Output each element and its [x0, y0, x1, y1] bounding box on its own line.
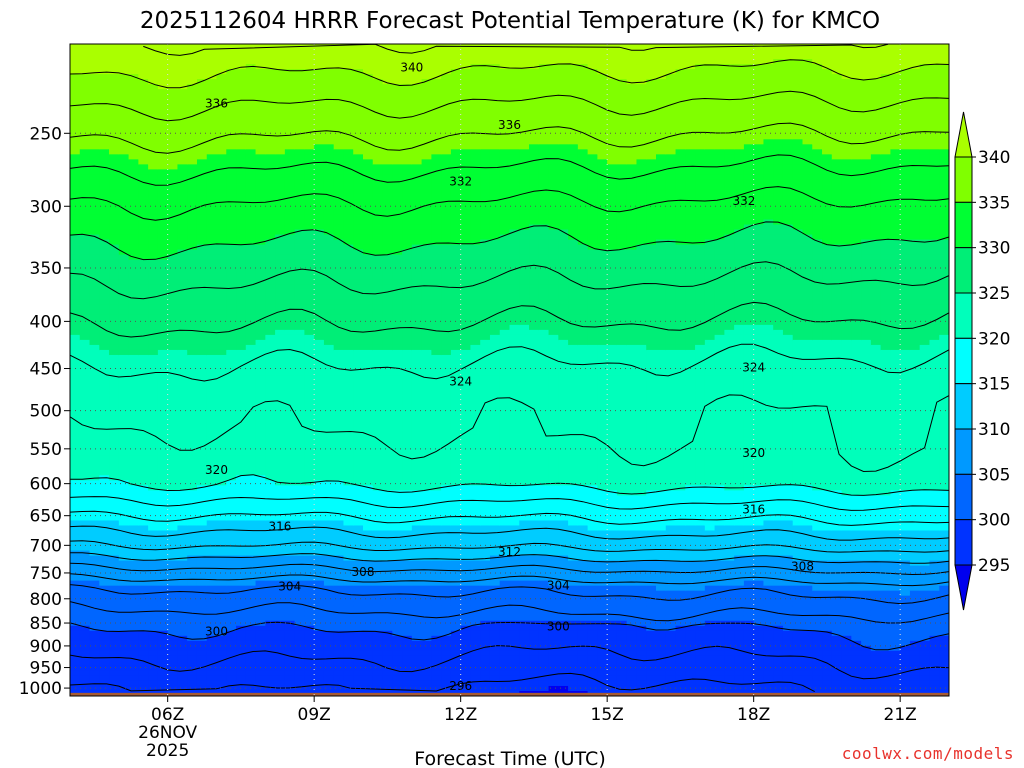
y-tick-label: 400 — [30, 312, 62, 332]
contour-label: 340 — [400, 60, 423, 74]
x-tick-sublabel: 2025 — [146, 741, 189, 761]
colorbar-label: 315 — [978, 375, 1010, 395]
colorbar-label: 325 — [978, 284, 1010, 304]
y-tick-label: 550 — [30, 440, 62, 460]
contour-label: 324 — [449, 375, 472, 389]
y-tick-label: 1000 — [19, 679, 62, 699]
colorbar-segment — [954, 337, 973, 385]
contour-label: 336 — [498, 118, 521, 132]
x-tick-sublabel: 26NOV — [138, 723, 197, 743]
x-tick-label: 21Z — [884, 705, 917, 725]
x-tick-label: 06Z — [151, 705, 184, 725]
y-tick-label: 650 — [30, 507, 62, 527]
plot-frame — [69, 43, 950, 697]
y-tick-label: 500 — [30, 402, 62, 422]
contour-label: 316 — [742, 502, 765, 516]
contour-label: 336 — [205, 96, 228, 110]
temperature-bands — [70, 44, 949, 696]
y-tick-label: 600 — [30, 475, 62, 495]
y-tick-label: 900 — [30, 637, 62, 657]
contour-label: 300 — [547, 619, 570, 633]
contour-label: 316 — [269, 520, 292, 534]
colorbar-top-arrow — [954, 111, 973, 158]
colorbar-segment — [954, 201, 973, 249]
colorbar-bottom-arrow — [954, 564, 973, 611]
colorbar-label: 305 — [978, 465, 1010, 485]
colorbar-label: 295 — [978, 556, 1010, 576]
contour-label: 320 — [205, 463, 228, 477]
x-tick-label: 15Z — [591, 705, 624, 725]
contour-label: 332 — [449, 174, 472, 188]
colorbar-segment — [954, 428, 973, 475]
contour-label: 300 — [205, 624, 228, 638]
chart-title: 2025112604 HRRR Forecast Potential Tempe… — [140, 8, 880, 34]
colorbar: 340 335 330 325 320 315 310 305 300 295 — [954, 111, 1010, 611]
x-tick-label: 12Z — [444, 705, 477, 725]
contour-label: 308 — [352, 565, 375, 579]
contour-label: 332 — [732, 194, 755, 208]
y-tick-label: 850 — [30, 614, 62, 634]
y-tick-label: 450 — [30, 360, 62, 380]
x-axis-label: Forecast Time (UTC) — [414, 748, 605, 768]
colorbar-segment — [954, 473, 973, 521]
contour-label: 304 — [278, 580, 301, 594]
ground-layer — [70, 692, 949, 696]
contour-label: 312 — [498, 545, 521, 559]
y-tick-label: 700 — [30, 536, 62, 556]
contour-labels: 340 336 336 332 332 324 324 320 320 316 316 312 308 3… — [205, 60, 814, 693]
y-tick-label: 300 — [30, 197, 62, 217]
y-tick-label: 350 — [30, 259, 62, 279]
colorbar-segment — [954, 156, 973, 203]
contour-label: 308 — [791, 559, 814, 573]
contour-label: 324 — [742, 361, 765, 375]
colorbar-segment — [954, 292, 973, 339]
y-tick-label: 950 — [30, 659, 62, 679]
colorbar-segment — [954, 247, 973, 294]
colorbar-label: 300 — [978, 511, 1010, 531]
x-tick-label: 09Z — [298, 705, 331, 725]
colorbar-label: 340 — [978, 148, 1010, 168]
contour-label: 296 — [449, 679, 472, 693]
y-tick-label: 800 — [30, 590, 62, 610]
contour-label: 320 — [742, 446, 765, 460]
x-tick-label: 18Z — [737, 705, 770, 725]
y-tick-label: 750 — [30, 564, 62, 584]
colorbar-label: 320 — [978, 329, 1010, 349]
grid-lines — [70, 44, 949, 696]
credit-text: coolwx.com/models — [841, 744, 1014, 763]
colorbar-label: 330 — [978, 239, 1010, 259]
colorbar-segment — [954, 383, 973, 430]
y-axis: 250 300 350 400 450 500 550 600 650 700 750 800 850 9… — [19, 124, 70, 699]
colorbar-segment — [954, 519, 973, 566]
colorbar-label: 310 — [978, 420, 1010, 440]
contour-label: 304 — [547, 579, 570, 593]
y-tick-label: 250 — [30, 124, 62, 144]
isotherm-lines — [70, 44, 949, 693]
colorbar-label: 335 — [978, 193, 1010, 213]
